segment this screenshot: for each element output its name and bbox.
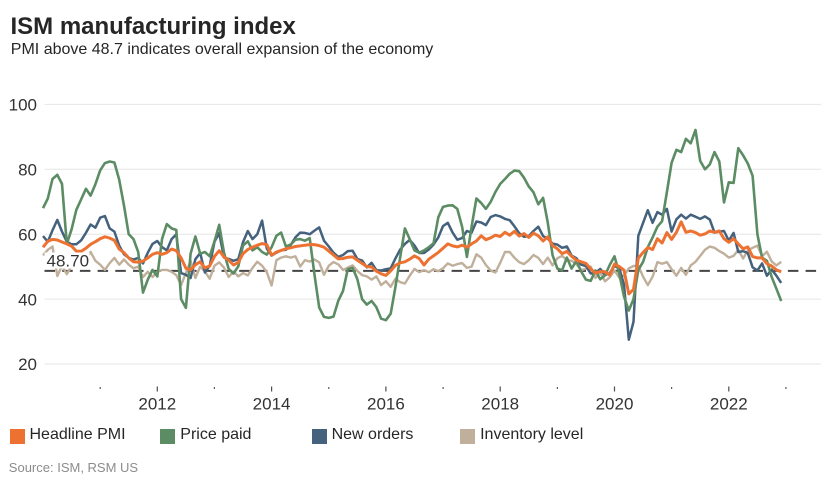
- svg-text:100: 100: [9, 96, 37, 115]
- svg-text:40: 40: [18, 290, 37, 309]
- svg-text:20: 20: [18, 355, 37, 374]
- svg-text:2012: 2012: [138, 395, 176, 414]
- svg-text:80: 80: [18, 161, 37, 180]
- svg-text:2022: 2022: [710, 395, 748, 414]
- svg-text:2018: 2018: [481, 395, 519, 414]
- svg-text:2014: 2014: [253, 395, 291, 414]
- svg-text:2016: 2016: [367, 395, 405, 414]
- svg-text:48.70: 48.70: [47, 252, 90, 271]
- svg-text:2020: 2020: [596, 395, 634, 414]
- svg-text:60: 60: [18, 225, 37, 244]
